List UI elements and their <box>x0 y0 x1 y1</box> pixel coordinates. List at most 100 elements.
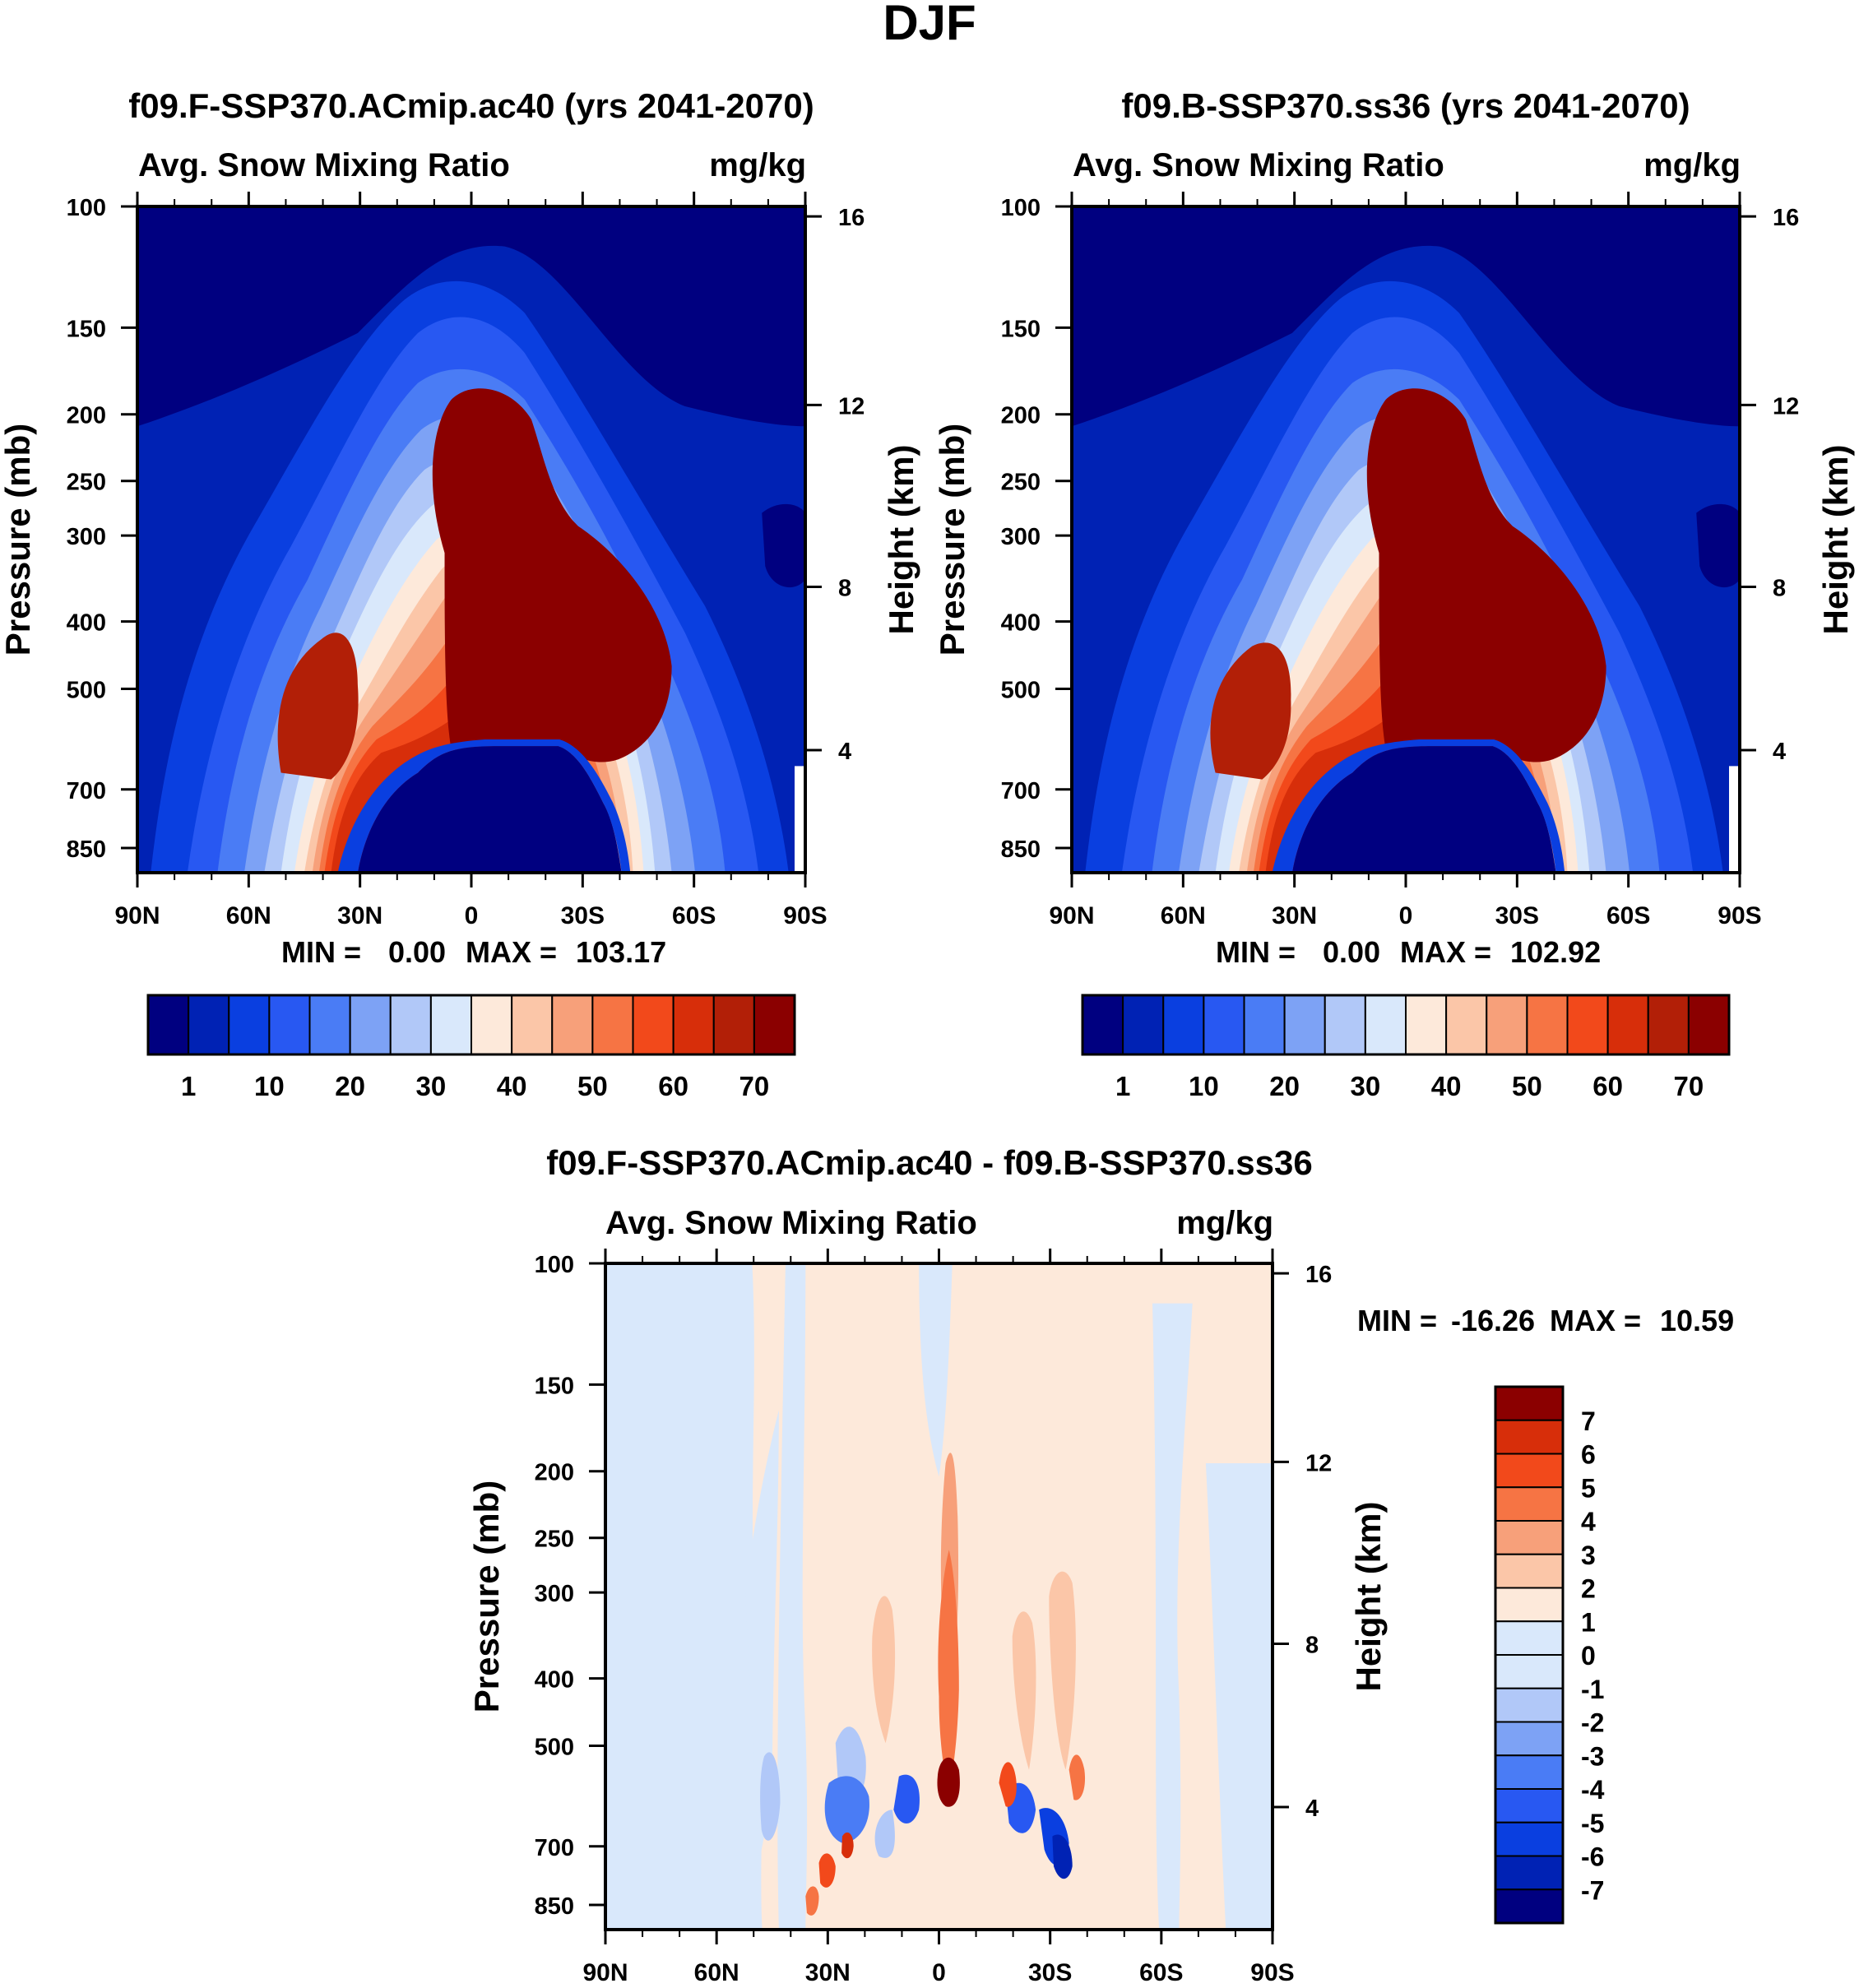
panel-diff-contour-patch-15 <box>1052 1834 1073 1879</box>
panel-b-surface-region <box>1291 746 1556 873</box>
panel-a-colorbar-box <box>511 994 554 1055</box>
panel-a-y2tick-label: 4 <box>838 739 851 765</box>
panel-a-colorbar-box <box>308 994 351 1055</box>
panel-b-colorbar-box <box>1324 994 1366 1055</box>
panel-diff-xtick-label: 60N <box>694 1959 739 1986</box>
panel-a-colorbar-box <box>268 994 311 1055</box>
panel-b-axes: 90N 60N 30N 0 30S 60S 90S 100 150 200 250 300 400 500… <box>1001 192 1799 929</box>
panel-diff-ylabel: Pressure (mb) <box>467 1481 506 1712</box>
panel-a-colorbar-box <box>591 994 634 1055</box>
panel-b-colorbar-label: 40 <box>1431 1071 1462 1101</box>
panel-b-max-value: 102.92 <box>1510 935 1601 969</box>
panel-diff-colorbar-box <box>1495 1855 1564 1891</box>
panel-b-ytick-label: 250 <box>1001 470 1041 496</box>
panel-a-colorbar-label: 70 <box>739 1071 770 1101</box>
panel-diff-colorbar-label: 4 <box>1581 1507 1596 1536</box>
panel-diff-xtick-label: 0 <box>932 1959 946 1986</box>
panel-a-max-value: 103.17 <box>576 935 666 969</box>
panel-diff-ytick-label: 100 <box>535 1252 574 1278</box>
panel-diff-ytick-label: 300 <box>535 1581 574 1607</box>
panel-a-y2tick-label: 12 <box>838 393 865 419</box>
panel-b-high-lat-patch <box>1696 503 1740 588</box>
panel-diff-colorbar-label: 5 <box>1581 1473 1596 1503</box>
panel-diff-min-label: MIN = <box>1357 1304 1437 1337</box>
panel-b-ytick-label: 400 <box>1001 610 1041 637</box>
panel-a-colorbar-box <box>753 994 795 1055</box>
panel-b-colorbar-box <box>1243 994 1286 1055</box>
panel-a-surface-edge <box>337 739 631 873</box>
panel-b-core-max <box>1366 388 1606 762</box>
panel-diff-colorbar-box <box>1495 1419 1564 1455</box>
panel-b: f09.B-SSP370.ss36 (yrs 2041-2070) Avg. S… <box>933 86 1855 1101</box>
panel-a-colorbar-box <box>672 994 715 1055</box>
panel-b-max-label: MAX = <box>1400 935 1491 969</box>
panel-diff-contour-patch-3 <box>919 1263 953 1477</box>
panel-a-west-max <box>277 633 359 780</box>
panel-a-xtick-label: 30N <box>337 902 382 929</box>
panel-b-colorbar-label: 50 <box>1512 1071 1542 1101</box>
panel-a-ytick-label: 500 <box>67 677 106 703</box>
panel-diff-ytick-label: 200 <box>535 1460 574 1486</box>
panel-b-y2tick-label: 12 <box>1773 393 1799 419</box>
panel-b-ytick-label: 300 <box>1001 524 1041 550</box>
panel-a-ytick-label: 150 <box>67 316 106 342</box>
panel-b-min-label: MIN = <box>1216 935 1296 969</box>
panel-a: f09.F-SSP370.ACmip.ac40 (yrs 2041-2070) … <box>0 86 920 1101</box>
panel-a-colorbar-label: 20 <box>335 1071 365 1101</box>
panel-b-missing-data <box>1729 766 1740 873</box>
panel-diff-colorbar-box <box>1495 1721 1564 1757</box>
panel-diff-colorbar-label: 2 <box>1581 1574 1596 1604</box>
panel-b-colorbar-box <box>1647 994 1690 1055</box>
panel-b-plot-area <box>1072 206 1740 873</box>
panel-diff-colorbar-box <box>1495 1486 1564 1522</box>
panel-a-colorbar-box <box>228 994 271 1055</box>
panel-diff-title: f09.F-SSP370.ACmip.ac40 - f09.B-SSP370.s… <box>546 1143 1312 1182</box>
panel-diff-contour-patch-23 <box>1069 1754 1086 1800</box>
panel-b-ytick-label: 700 <box>1001 778 1041 804</box>
panel-b-colorbar-box <box>1445 994 1488 1055</box>
panel-a-xtick-label: 90S <box>783 902 827 929</box>
panel-b-ytick-label: 200 <box>1001 403 1041 429</box>
figure-title: DJF <box>883 0 976 50</box>
panel-diff-contour-patch-1 <box>777 1263 808 1930</box>
panel-diff-xtick-label: 90N <box>582 1959 628 1986</box>
panel-diff-ytick-label: 700 <box>535 1835 574 1861</box>
panel-diff-colorbar-box <box>1495 1386 1564 1421</box>
panel-b-xtick-label: 0 <box>1399 902 1413 929</box>
panel-diff-contour-patch-4 <box>1152 1303 1193 1930</box>
panel-diff-colorbar-box <box>1495 1788 1564 1823</box>
panel-a-xtick-label: 30S <box>561 902 605 929</box>
panel-diff-colorbar-box <box>1495 1654 1564 1689</box>
panel-a-ytick-label: 250 <box>67 470 106 496</box>
panel-b-colorbar-box <box>1526 994 1569 1055</box>
panel-b-colorbar-label: 10 <box>1189 1071 1219 1101</box>
panel-a-surface-region <box>357 746 622 873</box>
panel-a-colorbar: 1 10 20 30 40 50 60 70 <box>146 994 796 1101</box>
panel-diff-colorbar-box <box>1495 1453 1564 1489</box>
panel-diff-contour-patch-19 <box>872 1596 896 1744</box>
panel-a-y2label: Height (km) <box>882 445 920 635</box>
panel-a-xtick-label: 90N <box>114 902 160 929</box>
panel-b-xtick-label: 90N <box>1049 902 1094 929</box>
panel-a-colorbar-box <box>429 994 472 1055</box>
panel-diff-y2tick-label: 8 <box>1305 1633 1319 1659</box>
panel-diff-contour-patch-20 <box>1012 1611 1036 1770</box>
panel-diff-xtick-label: 90S <box>1250 1959 1294 1986</box>
panel-diff-contour-patch-12 <box>893 1774 920 1823</box>
panel-diff-units-label: mg/kg <box>1176 1205 1273 1241</box>
panel-a-colorbar-box <box>551 994 594 1055</box>
panel-b-colorbar-box <box>1687 994 1730 1055</box>
panel-b-colorbar-box <box>1486 994 1528 1055</box>
panel-b-colorbar-box <box>1122 994 1165 1055</box>
panel-diff-contour-patch-0 <box>605 1263 763 1930</box>
panel-diff-contour-patch-25 <box>805 1886 819 1916</box>
panel-diff-colorbar-label: -2 <box>1581 1708 1604 1738</box>
panel-a-variable-label: Avg. Snow Mixing Ratio <box>138 147 510 183</box>
panel-diff-colorbar-box <box>1495 1687 1564 1723</box>
panel-b-colorbar-label: 1 <box>1115 1071 1130 1101</box>
panel-b-variable-label: Avg. Snow Mixing Ratio <box>1073 147 1444 183</box>
panel-b-ytick-label: 100 <box>1001 195 1041 221</box>
panel-b-surface-edge <box>1272 739 1565 873</box>
panel-diff-contour-patch-22 <box>999 1762 1017 1807</box>
